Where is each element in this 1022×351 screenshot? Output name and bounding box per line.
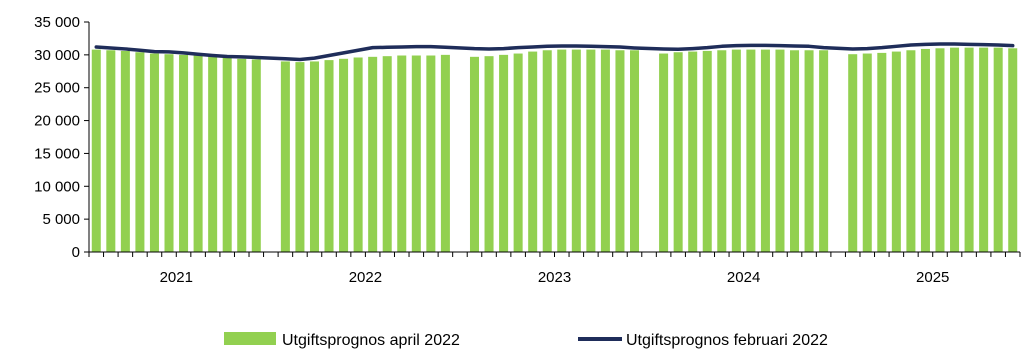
axis-layer: 0 5 000 10 000 15 000 20 000 25 000 30 000 35 0… [34, 14, 1021, 286]
bar-2023-7 [557, 49, 567, 252]
bar-2022-12 [440, 54, 450, 252]
legend-swatch-april [224, 332, 276, 345]
bar-2024-1 [659, 53, 669, 252]
y-tick-label: 0 [72, 244, 80, 261]
bar-2023-4 [513, 53, 523, 252]
bar-2025-6 [920, 48, 930, 252]
bar-2023-2 [484, 56, 494, 252]
bar-2023-1 [469, 56, 479, 252]
x-year-label-2024: 2024 [727, 269, 760, 286]
legend-label-april: Utgiftsprognos april 2022 [282, 332, 460, 349]
y-tick-label: 5 000 [42, 211, 80, 228]
y-tick-label: 20 000 [34, 113, 80, 130]
bar-2024-4 [702, 50, 712, 252]
bar-2024-5 [717, 50, 727, 253]
x-year-label-2022: 2022 [349, 269, 382, 286]
bar-2024-11 [804, 50, 814, 253]
bar-2021-9 [208, 56, 218, 252]
y-tick-label: 35 000 [34, 14, 80, 31]
bar-2024-10 [790, 50, 800, 253]
bar-2023-12 [630, 50, 640, 253]
bar-2022-1 [280, 61, 290, 253]
legend: Utgiftsprognos april 2022 Utgiftsprognos… [224, 332, 828, 349]
bar-2022-4 [324, 60, 334, 252]
bar-2022-7 [368, 56, 378, 252]
bar-2023-10 [600, 49, 610, 252]
bar-2021-11 [237, 58, 247, 252]
bar-2022-3 [309, 61, 319, 253]
bar-2021-4 [135, 52, 145, 253]
bar-2021-2 [106, 50, 116, 253]
bar-2022-5 [339, 58, 349, 252]
line-series-februari-2022 [94, 42, 1015, 62]
bar-2025-4 [891, 51, 901, 252]
bar-2021-12 [251, 59, 261, 253]
bar-2021-7 [179, 54, 189, 252]
bar-2021-10 [222, 57, 232, 252]
bar-2025-3 [877, 52, 887, 252]
bar-2025-8 [950, 47, 960, 252]
bar-2021-6 [164, 54, 174, 253]
bar-2025-12 [1008, 48, 1018, 252]
bar-2021-5 [149, 53, 159, 252]
x-year-label-2023: 2023 [538, 269, 571, 286]
bar-2025-1 [848, 54, 858, 253]
legend-label-februari: Utgiftsprognos februari 2022 [626, 332, 828, 349]
bar-2021-3 [120, 50, 130, 252]
bar-2024-7 [746, 49, 756, 252]
bar-2025-9 [964, 47, 974, 252]
bar-2022-11 [426, 55, 436, 253]
line-layer [94, 42, 1015, 62]
bar-2024-2 [673, 52, 683, 253]
bar-2023-11 [615, 50, 625, 253]
bar-2022-6 [353, 57, 363, 252]
bar-2023-3 [499, 54, 509, 252]
y-tick-label: 30 000 [34, 47, 80, 64]
bar-2023-8 [571, 49, 581, 252]
bar-2023-6 [542, 50, 552, 253]
bar-2024-9 [775, 49, 785, 252]
bar-2022-8 [382, 56, 392, 252]
bar-2024-12 [819, 50, 829, 253]
bar-2022-9 [397, 55, 407, 253]
bar-2024-6 [731, 49, 741, 252]
bar-2024-3 [688, 51, 698, 252]
bar-2024-8 [760, 49, 770, 252]
bar-2025-7 [935, 48, 945, 252]
y-tick-label: 25 000 [34, 80, 80, 97]
bar-2025-10 [979, 47, 989, 252]
bar-2023-9 [586, 49, 596, 252]
bar-2025-11 [993, 47, 1003, 252]
x-year-label-2021: 2021 [160, 269, 193, 286]
y-tick-label: 15 000 [34, 145, 80, 162]
y-tick-label: 10 000 [34, 178, 80, 195]
bar-2021-1 [91, 49, 101, 252]
bar-2022-10 [411, 55, 421, 253]
bar-2025-2 [862, 53, 872, 252]
bar-2023-5 [528, 51, 538, 252]
bar-2021-8 [193, 55, 203, 253]
x-year-label-2025: 2025 [916, 269, 949, 286]
bar-2025-5 [906, 50, 916, 253]
bar-2022-2 [295, 62, 305, 253]
bars-layer [91, 47, 1018, 253]
